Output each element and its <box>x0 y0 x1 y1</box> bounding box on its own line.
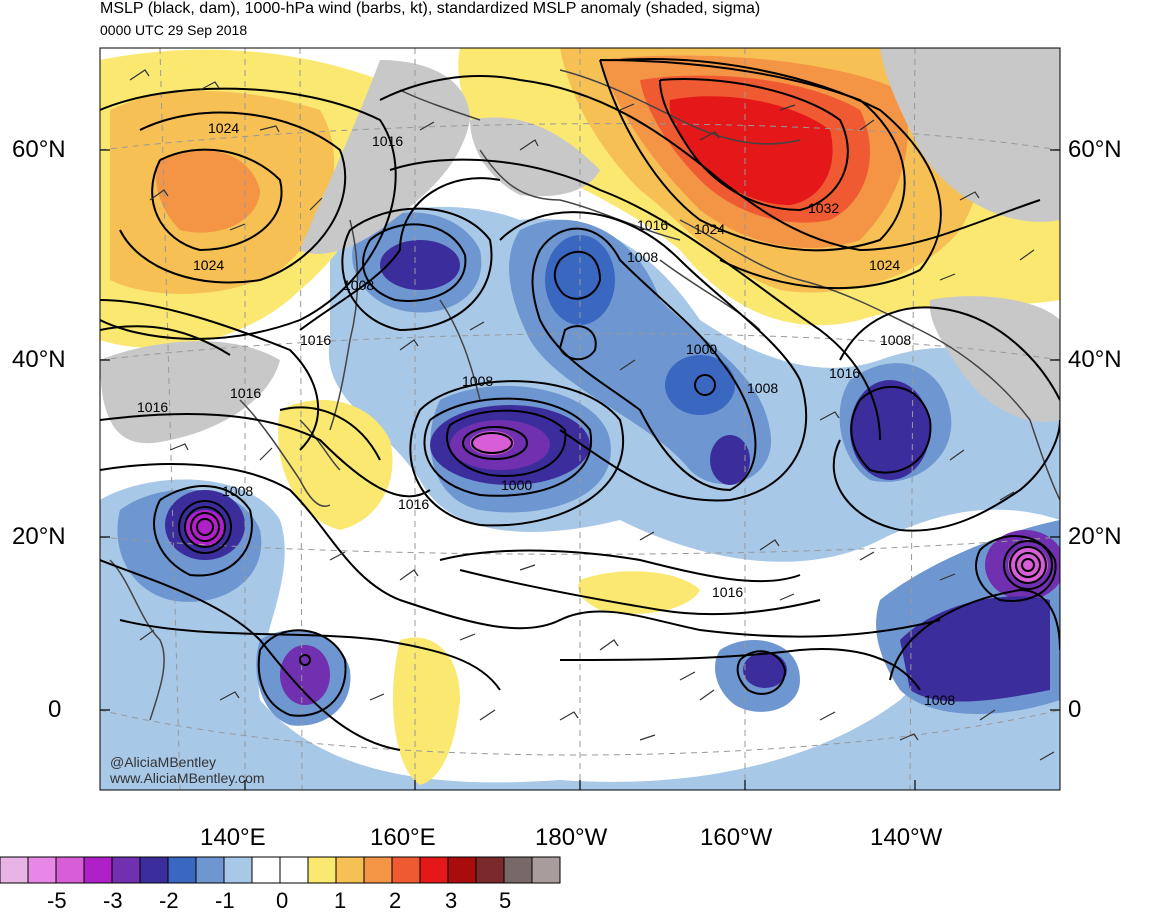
contour-label: 1024 <box>193 257 224 273</box>
anomaly-region-red <box>669 96 833 205</box>
colorbar-swatch <box>83 856 113 884</box>
colorbar-swatch <box>363 856 393 884</box>
contour-label: 1016 <box>372 133 403 149</box>
credit-handle: @AliciaMBentley <box>110 754 217 770</box>
anomaly-core <box>380 240 460 290</box>
contour-label: 1008 <box>924 692 955 708</box>
colorbar-label: 3 <box>445 888 458 913</box>
anomaly-core <box>900 596 1050 702</box>
colorbar-label: 0 <box>276 888 289 913</box>
contour-label: 1024 <box>869 257 900 273</box>
colorbar-label: -2 <box>159 888 179 913</box>
lat-label-right: 60°N <box>1068 136 1122 163</box>
anomaly-region-grey <box>929 296 1060 422</box>
contour-label: 1008 <box>880 332 911 348</box>
colorbar-swatch <box>447 856 477 884</box>
anomaly-core <box>850 380 930 480</box>
colorbar-swatch <box>335 856 365 884</box>
contour-label: 1016 <box>230 385 261 401</box>
contour-label: 1032 <box>808 200 839 216</box>
colorbar-label: -3 <box>103 888 123 913</box>
colorbar <box>0 856 561 884</box>
graticule <box>100 48 1060 790</box>
lon-label: 140°E <box>200 824 266 851</box>
colorbar-label: -5 <box>47 888 67 913</box>
colorbar-label: 2 <box>389 888 402 913</box>
colorbar-swatch <box>391 856 421 884</box>
contour-label: 1016 <box>137 399 168 415</box>
lat-label-left: 40°N <box>12 346 66 373</box>
colorbar-swatch <box>503 856 533 884</box>
colorbar-swatch <box>475 856 505 884</box>
contour-label: 1024 <box>694 221 725 237</box>
lat-label-left: 20°N <box>12 523 66 550</box>
colorbar-swatch <box>279 856 309 884</box>
figure-title: MSLP (black, dam), 1000-hPa wind (barbs,… <box>100 0 761 17</box>
figure-subtitle: 0000 UTC 29 Sep 2018 <box>100 22 248 38</box>
anomaly-region-yellow <box>578 571 700 614</box>
lon-label: 180°W <box>535 824 608 851</box>
colorbar-swatch <box>223 856 253 884</box>
wind-barbs <box>129 69 1055 761</box>
contour-label: 1016 <box>300 332 331 348</box>
colorbar-swatch <box>167 856 197 884</box>
lat-label-right: 20°N <box>1068 523 1122 550</box>
colorbar-swatch <box>111 856 141 884</box>
lon-label: 140°W <box>870 824 943 851</box>
anomaly-core <box>1008 547 1048 583</box>
lat-label-right: 0 <box>1068 696 1082 723</box>
colorbar-swatch <box>139 856 169 884</box>
contour-label: 1016 <box>398 496 429 512</box>
isobars <box>100 58 1060 751</box>
contour-label: 1000 <box>501 477 532 493</box>
contour-label: 1008 <box>462 373 493 389</box>
colorbar-swatch <box>419 856 449 884</box>
lon-label: 160°W <box>700 824 773 851</box>
colorbar-swatch <box>251 856 281 884</box>
contour-label: 1016 <box>829 365 860 381</box>
contour-label: 1008 <box>627 249 658 265</box>
colorbar-label: 5 <box>499 888 512 913</box>
anomaly-core <box>743 652 787 688</box>
colorbar-label: 1 <box>334 888 347 913</box>
anomaly-region-grey <box>300 60 470 254</box>
anomaly-region-grey <box>100 341 280 444</box>
lon-label: 160°E <box>370 824 436 851</box>
lat-label-left: 60°N <box>12 136 66 163</box>
contour-label: 1008 <box>747 380 778 396</box>
colorbar-swatch <box>0 856 29 884</box>
anomaly-core <box>665 355 735 415</box>
anomaly-core <box>280 645 330 705</box>
credit-url: www.AliciaMBentley.com <box>110 770 265 786</box>
contour-label: 1008 <box>222 483 253 499</box>
anomaly-core <box>710 435 750 485</box>
coastlines <box>109 69 1060 721</box>
colorbar-swatch <box>55 856 85 884</box>
contour-label: 1016 <box>712 584 743 600</box>
anomaly-region-orange <box>156 150 260 233</box>
contour-label: 1016 <box>637 217 668 233</box>
anomaly-core <box>470 431 514 455</box>
anomaly-region-yellow <box>392 637 460 785</box>
contour-label: 1024 <box>208 120 239 136</box>
contour-label: 1008 <box>343 277 374 293</box>
lat-label-right: 40°N <box>1068 346 1122 373</box>
contour-label: 1000 <box>686 341 717 357</box>
lat-label-left: 0 <box>48 696 62 723</box>
contour-labels: 1024 1016 1024 1008 1016 1016 1016 1008 … <box>137 120 955 708</box>
colorbar-swatch <box>27 856 57 884</box>
anomaly-region-grey <box>880 48 1060 222</box>
colorbar-label: -1 <box>215 888 235 913</box>
colorbar-swatch <box>307 856 337 884</box>
colorbar-swatch <box>531 856 561 884</box>
colorbar-swatch <box>195 856 225 884</box>
tick-marks <box>100 149 1060 790</box>
